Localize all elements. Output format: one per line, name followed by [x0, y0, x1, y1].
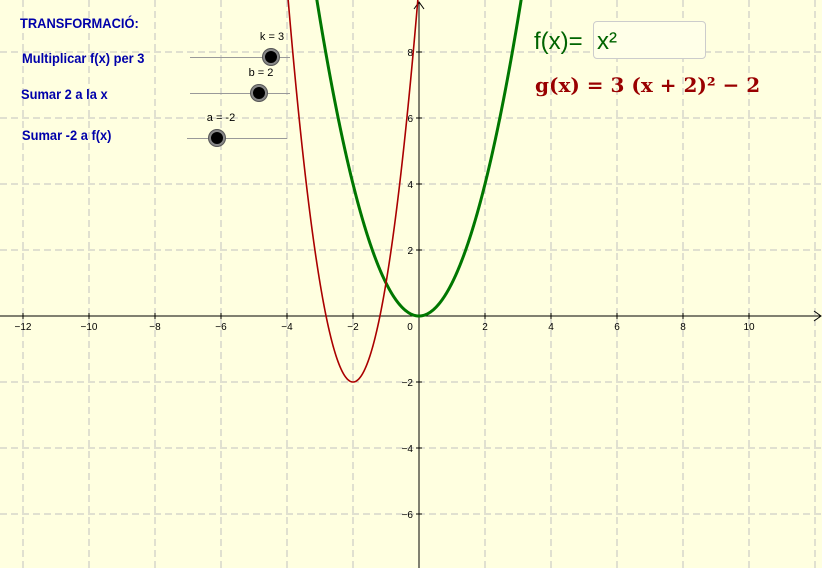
- x-tick-label: −6: [215, 322, 227, 333]
- x-tick-label: 10: [743, 322, 755, 333]
- x-tick-label: 4: [548, 322, 554, 333]
- g-expression: g(x) = 3 (x + 2)² − 2: [535, 73, 761, 97]
- slider-label-multiply: Multiplicar f(x) per 3: [22, 50, 145, 66]
- y-tick-label: 2: [407, 246, 413, 257]
- f-input-field[interactable]: x²: [593, 21, 706, 59]
- slider-track-a[interactable]: [187, 138, 287, 139]
- y-axis-arrow-icon: [413, 1, 425, 10]
- x-tick-label: 2: [482, 322, 488, 333]
- x-tick-label: 8: [680, 322, 686, 333]
- slider-knob-b[interactable]: [251, 85, 267, 101]
- slider-value-k: k = 3: [259, 31, 285, 43]
- x-tick-label: −2: [347, 322, 359, 333]
- y-tick-label: 8: [407, 48, 413, 59]
- slider-knob-a[interactable]: [209, 130, 225, 146]
- tick-labels: −12 −10 −8 −6 −4 −2 0 2 4 6 8 10 −6 −4 −2 2 4 6 8: [15, 48, 755, 521]
- x-tick-label: 6: [614, 322, 620, 333]
- x-tick-label: −4: [281, 322, 293, 333]
- x-tick-label: −10: [81, 322, 98, 333]
- y-tick-label: −2: [402, 378, 414, 389]
- curve-fx[interactable]: [312, 0, 526, 318]
- y-tick-label: 6: [407, 114, 413, 125]
- slider-value-a: a = -2: [206, 112, 236, 124]
- curves: [286, 0, 526, 383]
- f-label: f(x)=: [534, 28, 583, 55]
- x-axis-arrow-icon: [813, 310, 822, 322]
- slider-value-b: b = 2: [248, 67, 274, 79]
- y-tick-label: −6: [402, 510, 414, 521]
- curve-gx[interactable]: [286, 0, 421, 383]
- slider-track-k[interactable]: [190, 57, 290, 58]
- slider-label-add-fx: Sumar -2 a f(x): [22, 127, 112, 143]
- x-tick-label: 0: [407, 322, 413, 333]
- slider-track-b[interactable]: [190, 93, 290, 94]
- slider-label-add-x: Sumar 2 a la x: [21, 86, 108, 102]
- x-tick-label: −12: [15, 322, 32, 333]
- f-input-value: x²: [597, 28, 617, 55]
- transformation-title: TRANSFORMACIÓ:: [20, 15, 139, 31]
- x-tick-label: −8: [149, 322, 161, 333]
- y-tick-label: 4: [407, 180, 413, 191]
- slider-knob-k[interactable]: [263, 49, 279, 65]
- y-tick-label: −4: [402, 444, 414, 455]
